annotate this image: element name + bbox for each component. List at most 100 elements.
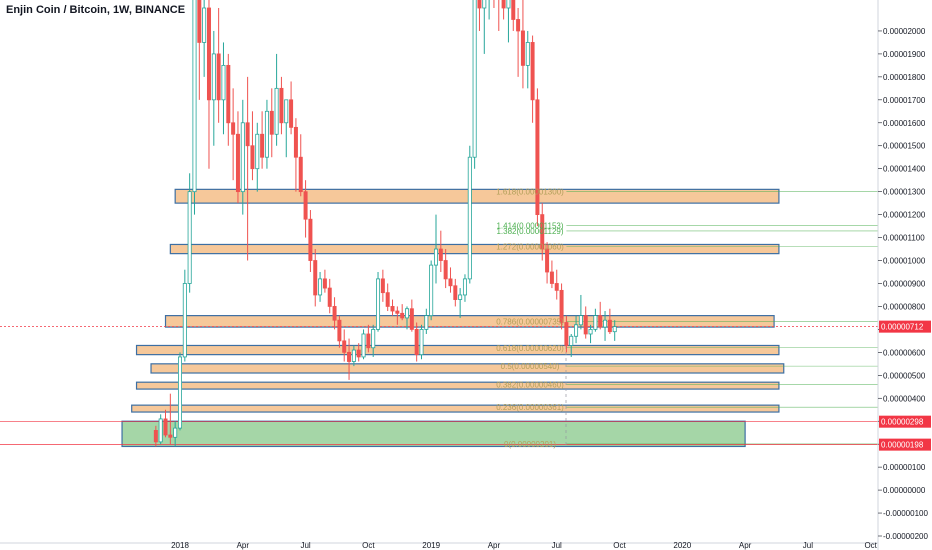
candle-body — [414, 328, 419, 356]
candle-body — [429, 264, 434, 317]
price-badge — [879, 320, 931, 333]
x-tick-label: Apr — [739, 541, 752, 550]
candle-body — [467, 156, 472, 280]
candle-body — [433, 248, 438, 266]
x-tick-label: Oct — [864, 541, 877, 550]
candle-body — [569, 335, 574, 346]
zone-box[interactable] — [131, 404, 780, 413]
fib-level-label: 0(0.00000201) — [504, 440, 556, 449]
candle-body — [187, 191, 192, 284]
candle-body — [274, 87, 279, 135]
zone-box[interactable] — [121, 420, 746, 448]
y-tick-label: 0.00001700 — [883, 96, 926, 105]
candle-body — [337, 319, 342, 342]
candle-body — [211, 53, 216, 101]
candle-body — [197, 0, 202, 43]
candle-body — [269, 110, 274, 135]
candle-body — [385, 292, 390, 307]
candle-body — [472, 0, 477, 158]
time-axis[interactable]: 2018 Apr Jul Oct 2019 Apr Jul Oct 2020 Apr Jul Oct — [0, 541, 878, 550]
candle-body — [520, 30, 525, 66]
y-tick-label: 0.00001600 — [883, 119, 926, 128]
candle-body — [588, 328, 593, 335]
candle-body — [598, 315, 603, 328]
candle-body — [313, 260, 318, 296]
candle-body — [216, 53, 221, 101]
zone-box[interactable] — [150, 363, 785, 374]
candle-body — [303, 191, 308, 220]
candle-body — [438, 248, 443, 261]
zone-box[interactable] — [135, 381, 780, 390]
y-tick-label: 0.00001100 — [883, 234, 925, 243]
candle-body — [342, 340, 347, 353]
candle-body — [351, 349, 356, 362]
price-badge — [879, 415, 931, 428]
candle-body — [298, 156, 303, 193]
fib-labels-layer: 1.618(0.00001300) 1.414(0.00001153)1.382(… — [496, 188, 564, 449]
candle-body — [395, 310, 400, 314]
y-tick-label: 0.00001300 — [883, 188, 926, 197]
price-axis-background — [878, 0, 932, 550]
candle-body — [202, 7, 207, 43]
candle-body — [559, 289, 564, 323]
zone-box[interactable] — [174, 188, 780, 204]
x-tick-label: 2018 — [171, 541, 189, 550]
y-tick-label: 0.00000500 — [883, 371, 926, 380]
y-tick-label: -0.00000100 — [883, 509, 928, 518]
candle-body — [264, 110, 269, 158]
y-tick-label: 0.00001400 — [883, 165, 926, 174]
fib-level-label: 1.618(0.00001300) — [496, 188, 564, 197]
candle-body — [366, 333, 371, 349]
zone-box[interactable] — [135, 344, 780, 356]
x-tick-label: 2019 — [422, 541, 440, 550]
candle-body — [332, 306, 337, 321]
candle-body — [347, 351, 352, 362]
zone-box[interactable] — [169, 243, 780, 255]
candle-body — [564, 322, 569, 346]
candle-body — [453, 285, 458, 300]
candle-body — [424, 315, 429, 330]
fib-level-label: 0.786(0.00000735) — [496, 317, 564, 326]
y-tick-label: 0.00001500 — [883, 142, 926, 151]
chart-title: Enjin Coin / Bitcoin, 1W, BINANCE — [6, 4, 186, 16]
price-badge-label: 0.00000198 — [881, 441, 924, 450]
y-tick-label: 0.00000900 — [883, 279, 926, 288]
y-tick-label: 0.00001900 — [883, 50, 926, 59]
candle-body — [540, 214, 545, 250]
candle-body — [153, 429, 158, 443]
candles-layer — [153, 0, 617, 447]
candle-body — [206, 7, 211, 101]
x-tick-label: Apr — [488, 541, 501, 550]
price-axis[interactable]: 0.00002000 0.00001900 0.00001800 0.00001700… — [877, 0, 932, 550]
candle-body — [226, 64, 231, 124]
candle-body — [400, 312, 405, 319]
candle-body — [322, 278, 327, 289]
candle-body — [525, 42, 530, 66]
y-tick-label: 0.00001000 — [883, 257, 926, 266]
candle-body — [516, 19, 521, 32]
candle-body — [245, 122, 250, 147]
candle-body — [284, 99, 289, 124]
candle-body — [607, 319, 612, 333]
x-tick-label: Jul — [300, 541, 310, 550]
candle-body — [279, 87, 284, 124]
fib-level-label: 0.5(0.00000540) — [501, 362, 560, 371]
candle-body — [511, 0, 516, 20]
candle-body — [462, 278, 467, 296]
price-badge-label: 0.00000712 — [881, 323, 924, 332]
y-tick-label: 0.00000800 — [883, 302, 926, 311]
candle-body — [308, 218, 313, 261]
fib-level-label: 1.382(0.00001129) — [496, 227, 563, 236]
y-tick-label: 0.00000000 — [883, 486, 926, 495]
candle-body — [409, 308, 414, 330]
candle-body — [530, 42, 535, 101]
price-badge — [879, 438, 931, 451]
candle-body — [612, 326, 617, 333]
candle-body — [419, 328, 424, 356]
candle-body — [240, 122, 245, 193]
candle-body — [177, 356, 182, 429]
candle-body — [255, 133, 260, 170]
candle-body — [327, 287, 332, 307]
fib-level-label: 0.382(0.00000460) — [496, 380, 564, 389]
